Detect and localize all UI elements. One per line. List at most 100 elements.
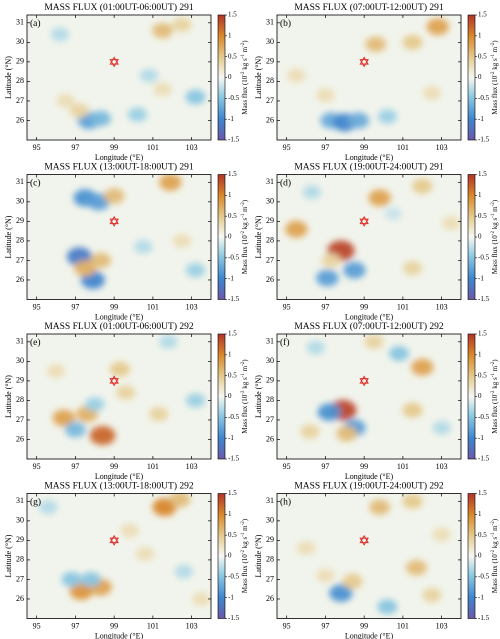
y-tick-label: 30	[266, 516, 274, 525]
plot-frame	[26, 333, 212, 460]
colorbar	[217, 14, 226, 141]
colorbar-tick-label: 1	[478, 31, 482, 39]
colorbar	[217, 174, 226, 300]
flux-cell	[174, 564, 194, 579]
flux-cell	[377, 109, 397, 124]
flux-cell	[432, 420, 451, 435]
y-tick-label: 29	[266, 216, 274, 225]
y-tick-label: 30	[266, 356, 274, 365]
panel-label: (g)	[30, 497, 41, 508]
x-tick-label: 95	[283, 302, 291, 311]
colorbar-label-part: -2	[491, 361, 496, 366]
y-tick-label: 31	[266, 337, 274, 346]
flux-cell	[411, 358, 434, 376]
y-axis-label: Latitude (°N)	[254, 375, 263, 418]
colorbar-tick-label: 0.5	[478, 531, 487, 539]
colorbar-tick-label: 0	[478, 392, 482, 400]
flux-cell	[61, 571, 82, 587]
flux-cell	[134, 239, 153, 254]
site-marker-triangle	[359, 56, 369, 65]
x-tick-label: 95	[33, 302, 41, 311]
colorbar-tick-label: 1	[228, 31, 232, 39]
colorbar-label-part: Mass flux (10	[241, 235, 249, 274]
y-tick-label: 31	[266, 18, 274, 27]
site-marker-triangle	[109, 215, 119, 225]
colorbar-tick-label: -1.5	[228, 614, 240, 622]
colorbar-tick-label: 1	[478, 191, 482, 199]
field-blur	[285, 178, 461, 287]
x-tick-label: 103	[436, 302, 448, 311]
field-blur	[287, 18, 449, 132]
colorbar-label-part: kg s	[491, 218, 499, 232]
flux-cell	[50, 27, 70, 42]
field-blur	[296, 493, 451, 615]
y-axis-label: Latitude (°N)	[254, 215, 263, 258]
site-marker-triangle	[109, 218, 119, 227]
y-axis-label: Latitude (°N)	[4, 534, 13, 577]
colorbar-label-part: kg s	[241, 218, 249, 232]
colorbar-tick-label: -0.5	[478, 253, 490, 261]
flux-cell	[90, 110, 111, 127]
colorbar-tick-label: 1.5	[478, 330, 487, 338]
colorbar-tick-label: 0.5	[478, 212, 487, 220]
flux-cell	[127, 107, 147, 122]
y-axis-label: Latitude (°N)	[4, 56, 13, 99]
colorbar-tick-label: 1.5	[478, 489, 487, 497]
flux-cell	[85, 397, 105, 412]
x-tick-label: 95	[33, 462, 41, 471]
panel-label: (b)	[280, 18, 291, 29]
flux-cell	[74, 260, 96, 277]
colorbar-label-part: Mass flux (10	[491, 394, 499, 433]
flux-cell	[406, 559, 427, 576]
flux-cell	[389, 346, 410, 362]
x-tick-label: 103	[186, 143, 198, 152]
colorbar-tick-label: 0.5	[228, 371, 237, 379]
y-axis-label: Latitude (°N)	[254, 534, 263, 577]
colorbar-label: Mass flux (10-2 kg s-1 m-2)	[491, 40, 499, 115]
colorbar-tick-label: 1.5	[228, 330, 237, 338]
field-blur	[300, 334, 451, 442]
chart-title: MASS FLUX (07:00UT-12:00UT) 292	[294, 321, 444, 332]
y-tick-label: 28	[16, 555, 24, 564]
colorbar-label-part: -1	[491, 373, 496, 378]
site-marker-triangle	[109, 537, 119, 546]
y-axis-label: Latitude (°N)	[4, 375, 13, 418]
x-tick-label: 99	[110, 302, 118, 311]
x-axis-label: Longitude (°E)	[95, 153, 144, 162]
field	[66, 174, 206, 289]
site-marker	[109, 215, 119, 227]
colorbar-tick-label: -1.5	[228, 295, 240, 303]
flux-cell	[185, 263, 206, 278]
field-blur	[39, 493, 211, 606]
x-axis-label: Longitude (°E)	[95, 631, 144, 639]
x-tick-label: 101	[397, 302, 409, 311]
flux-cell	[172, 234, 192, 248]
x-axis-label: Longitude (°E)	[95, 472, 144, 481]
y-tick-label: 26	[16, 115, 24, 124]
colorbar-label-part: )	[241, 518, 249, 521]
colorbar-tick-label: 1	[228, 191, 232, 199]
flux-cell	[365, 36, 387, 53]
flux-cell	[149, 406, 169, 422]
panel-label: (d)	[280, 178, 291, 189]
site-marker	[109, 375, 119, 387]
plot-frame	[26, 14, 212, 141]
colorbar-label-part: -2	[241, 71, 246, 76]
colorbar-tick-label: 0.5	[478, 371, 487, 379]
colorbar-tick-label: -1	[228, 434, 234, 442]
colorbar-label-part: )	[491, 40, 499, 43]
colorbar-tick-label: -0.5	[228, 253, 240, 261]
site-marker-triangle	[359, 59, 369, 68]
flux-cell	[185, 89, 206, 105]
chart-title: MASS FLUX (01:00UT-06:00UT) 291	[44, 2, 194, 13]
flux-cell	[116, 385, 136, 400]
colorbar-tick-label: -0.5	[228, 572, 240, 580]
colorbar-label-part: -1	[241, 373, 246, 378]
flux-cell	[287, 68, 306, 83]
y-axis-label: Latitude (°N)	[254, 56, 263, 99]
colorbar-label-part: Mass flux (10	[241, 394, 249, 433]
y-tick-label: 27	[266, 96, 274, 105]
colorbar-label-part: Mass flux (10	[491, 75, 499, 114]
flux-cell	[426, 18, 449, 36]
flux-cell	[56, 94, 75, 108]
